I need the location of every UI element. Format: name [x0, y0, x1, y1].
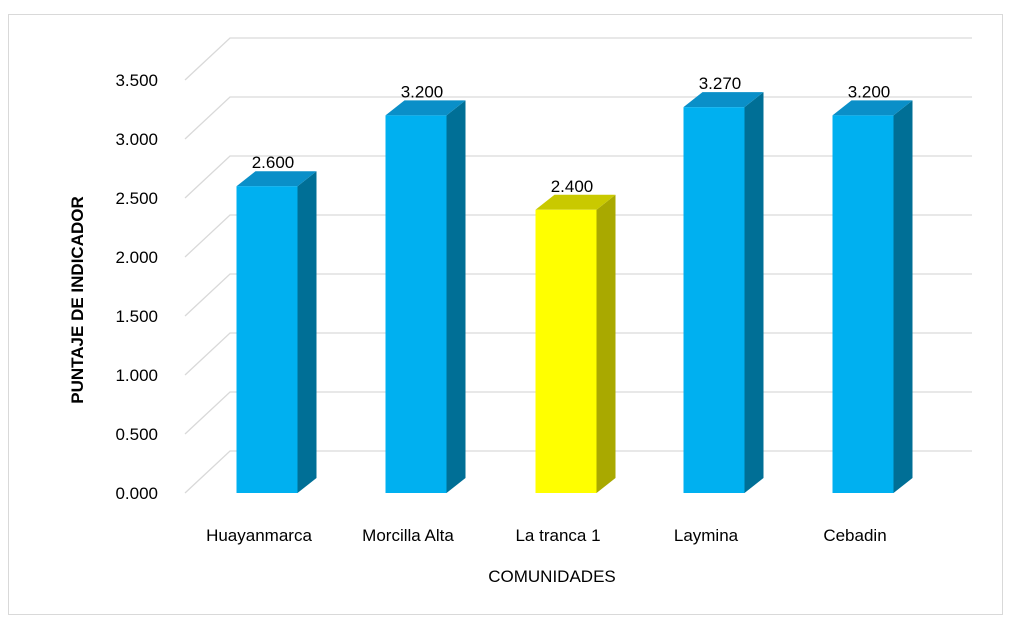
- bar-front: [236, 186, 298, 493]
- y-tick-label: 2.500: [115, 189, 158, 208]
- bar-top: [385, 100, 466, 116]
- bar-side: [744, 92, 764, 493]
- data-label: 2.400: [551, 177, 594, 196]
- gridline: [184, 37, 972, 81]
- bar: [236, 171, 317, 493]
- y-tick-label: 1.000: [115, 366, 158, 385]
- bar-top: [683, 92, 764, 108]
- y-tick-label: 1.500: [115, 307, 158, 326]
- y-tick-label: 2.000: [115, 248, 158, 267]
- bar-front: [385, 115, 447, 494]
- bar-side: [596, 194, 616, 494]
- bar-top: [236, 171, 317, 187]
- bar-top: [832, 100, 913, 116]
- data-label: 3.200: [401, 82, 444, 101]
- y-axis-title: PUNTAJE DE INDICADOR: [68, 196, 87, 403]
- y-tick-label: 0.500: [115, 425, 158, 444]
- y-tick-label: 3.500: [115, 71, 158, 90]
- x-tick-label: Cebadin: [823, 526, 886, 545]
- data-label: 2.600: [252, 153, 295, 172]
- bar-front: [832, 115, 894, 494]
- y-tick-label: 3.000: [115, 130, 158, 149]
- bar-top: [535, 194, 616, 210]
- bar: [832, 100, 913, 494]
- bar: [683, 92, 764, 493]
- x-tick-label: Huayanmarca: [206, 526, 312, 545]
- bar-side: [297, 171, 317, 493]
- bar: [535, 194, 616, 494]
- data-label: 3.270: [699, 74, 742, 93]
- bar: [385, 100, 466, 494]
- x-tick-label: La tranca 1: [515, 526, 600, 545]
- bar-side: [446, 100, 466, 494]
- x-axis-title: COMUNIDADES: [488, 567, 616, 586]
- data-label: 3.200: [848, 82, 891, 101]
- bar-front: [535, 209, 597, 494]
- x-tick-label: Morcilla Alta: [362, 526, 454, 545]
- bar-front: [683, 107, 745, 493]
- x-tick-label: Laymina: [674, 526, 739, 545]
- bar-side: [893, 100, 913, 494]
- y-tick-label: 0.000: [115, 484, 158, 503]
